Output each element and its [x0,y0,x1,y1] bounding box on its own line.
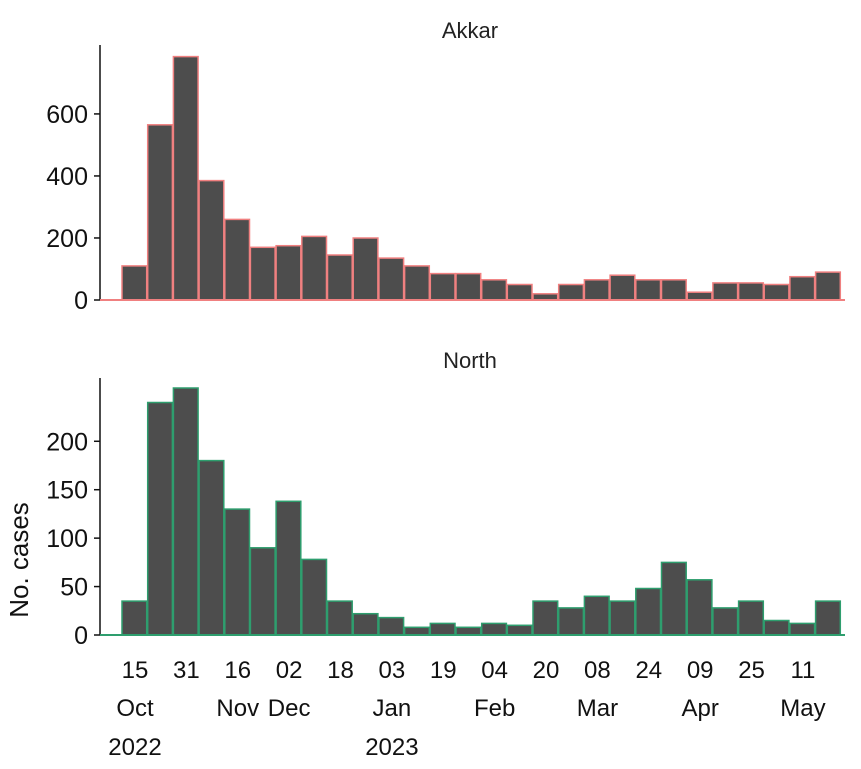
y-tick-label: 150 [46,477,88,505]
x-tick-month: May [780,695,825,722]
bar [814,600,842,636]
bar [480,279,508,301]
bar [686,579,713,636]
x-tick-day: 09 [687,657,714,684]
x-tick-day: 19 [430,657,457,684]
x-tick-day: 24 [635,657,662,684]
bar [609,274,636,301]
bar [301,558,328,636]
bar [403,626,431,636]
y-tick-label: 200 [46,225,88,253]
bar [275,500,302,636]
x-tick-month: Jan [373,695,412,722]
bar [660,279,687,301]
panel-title-akkar: Akkar [442,18,498,43]
bar [609,600,636,636]
x-tick-day: 11 [790,657,815,684]
x-tick-month: Oct [116,695,154,722]
bar [249,547,276,636]
bar [455,626,482,636]
bar [146,401,174,636]
y-tick-label: 200 [46,428,88,456]
x-tick-month: Dec [268,695,311,722]
bar [172,387,199,636]
bar [326,254,353,301]
x-tick-month: Nov [216,695,259,722]
bar [198,459,225,636]
bar [146,124,174,301]
x-tick-year: 2023 [365,734,418,761]
bar [429,272,456,301]
bar [532,600,559,636]
bar [763,619,790,636]
bar [352,237,379,301]
bar [737,600,765,636]
bar [224,218,251,301]
x-tick-day: 02 [276,657,303,684]
bar [660,561,687,636]
bar [455,272,482,301]
x-tick-day: 08 [584,657,611,684]
bar [172,55,199,301]
bar [814,271,842,301]
y-tick-label: 600 [46,101,88,129]
bar [789,622,816,636]
x-tick-month: Mar [577,695,618,722]
y-tick-label: 100 [46,525,88,553]
x-tick-day: 03 [379,657,406,684]
bar [403,265,431,301]
bar [686,291,713,301]
bar [506,283,533,301]
bar [249,246,276,301]
x-tick-day: 25 [738,657,765,684]
y-axis-label: No. cases [4,502,34,618]
bar [301,235,328,301]
bar [121,265,148,301]
bar [224,508,251,636]
bar [712,607,739,636]
bar [583,279,610,301]
x-tick-day: 20 [533,657,560,684]
bar [557,607,585,636]
y-tick-label: 0 [74,287,88,315]
x-tick-month: Feb [474,695,515,722]
x-tick-year: 2022 [108,734,161,761]
y-tick-label: 0 [74,622,88,650]
bar [712,282,739,301]
bar [198,179,225,301]
bar [789,275,816,301]
x-tick-day: 15 [122,657,149,684]
bar [121,600,148,636]
bar [635,587,662,636]
x-tick-day: 31 [173,657,200,684]
y-tick-label: 400 [46,163,88,191]
bar [326,600,353,636]
panel-title-north: North [443,348,497,373]
bar [737,282,765,301]
x-tick-day: 16 [224,657,251,684]
bar [506,624,533,636]
bar [378,257,405,301]
bar [557,283,585,301]
x-tick-month: Apr [681,695,718,722]
bar [480,622,508,636]
x-tick-day: 18 [327,657,354,684]
bar [275,244,302,301]
bar [429,622,456,636]
bar [352,612,379,636]
bar [635,279,662,301]
x-tick-day: 04 [481,657,508,684]
bar [583,595,610,636]
bar [763,283,790,301]
y-tick-label: 50 [60,574,88,602]
bar [378,616,405,636]
